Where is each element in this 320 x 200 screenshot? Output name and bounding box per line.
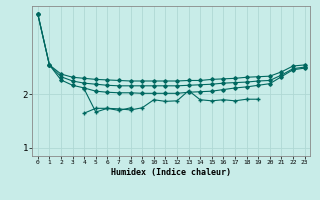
X-axis label: Humidex (Indice chaleur): Humidex (Indice chaleur) (111, 168, 231, 177)
